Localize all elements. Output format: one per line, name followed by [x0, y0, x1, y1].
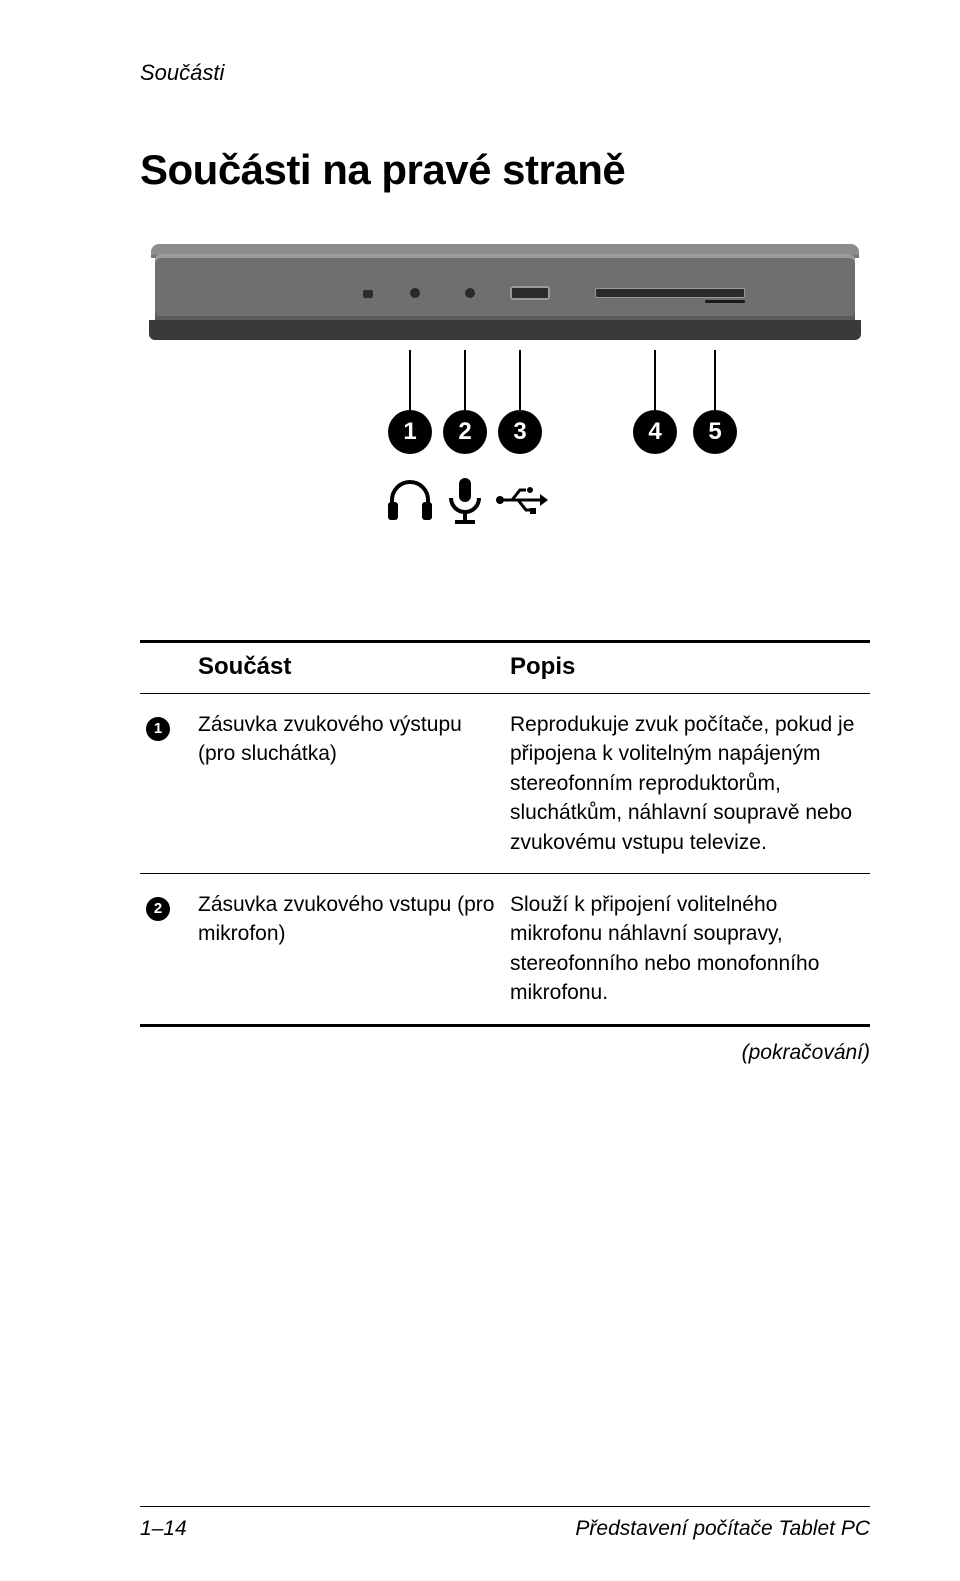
laptop-base: [149, 320, 861, 340]
component-description: Reprodukuje zvuk počítače, pokud je přip…: [504, 694, 870, 874]
headphones-icon: [382, 472, 438, 528]
footer-page-number: 1–14: [140, 1517, 187, 1541]
components-table: Součást Popis 1 Zásuvka zvukového výstupu…: [140, 640, 870, 1027]
port-slot: [595, 288, 745, 298]
running-head: Součásti: [140, 60, 870, 86]
page: Součásti Součásti na pravé straně 12345 …: [0, 0, 960, 1581]
row-mark: 1: [146, 717, 170, 741]
callout-icon-wrap: [490, 472, 550, 533]
component-name: Zásuvka zvukového vstupu (pro mikrofon): [192, 873, 504, 1025]
usb-icon: [492, 472, 548, 528]
header-blank: [140, 642, 192, 694]
callout-bubble: 5: [693, 410, 737, 454]
laptop-side-view: [145, 244, 865, 354]
page-footer: 1–14 Představení počítače Tablet PC: [140, 1506, 870, 1541]
port-jack: [465, 288, 475, 298]
callout-line: [409, 350, 411, 410]
mic-icon: [437, 472, 493, 528]
header-description: Popis: [504, 642, 870, 694]
table-row: 2 Zásuvka zvukového vstupu (pro mikrofon)…: [140, 873, 870, 1025]
callout-5: 5: [685, 350, 745, 454]
callout-4: 4: [625, 350, 685, 454]
page-title: Součásti na pravé straně: [140, 146, 870, 194]
component-description: Slouží k připojení volitelného mikrofonu…: [504, 873, 870, 1025]
callout-line: [464, 350, 466, 410]
laptop-body: [155, 254, 855, 326]
callout-1: 1: [380, 350, 440, 533]
callouts: 123 45: [145, 350, 865, 560]
callout-bubble: 1: [388, 410, 432, 454]
table-row: 1 Zásuvka zvukového výstupu (pro sluchátk…: [140, 694, 870, 874]
port-card: [705, 300, 745, 303]
callout-3: 3: [490, 350, 550, 533]
laptop-side-figure: 123 45: [145, 244, 865, 560]
port-usb: [510, 286, 550, 300]
callout-bubble: 2: [443, 410, 487, 454]
callout-line: [654, 350, 656, 410]
callout-2: 2: [435, 350, 495, 533]
footer-doc-title: Představení počítače Tablet PC: [575, 1517, 870, 1541]
port-sm1: [363, 290, 373, 298]
callout-line: [519, 350, 521, 410]
callout-line: [714, 350, 716, 410]
row-mark: 2: [146, 897, 170, 921]
component-name: Zásuvka zvukového výstupu (pro sluchátka…: [192, 694, 504, 874]
continuation-label: (pokračování): [140, 1041, 870, 1065]
callout-bubble: 3: [498, 410, 542, 454]
callout-icon-wrap: [380, 472, 440, 533]
header-component: Součást: [192, 642, 504, 694]
callout-icon-wrap: [435, 472, 495, 533]
port-jack: [410, 288, 420, 298]
callout-bubble: 4: [633, 410, 677, 454]
